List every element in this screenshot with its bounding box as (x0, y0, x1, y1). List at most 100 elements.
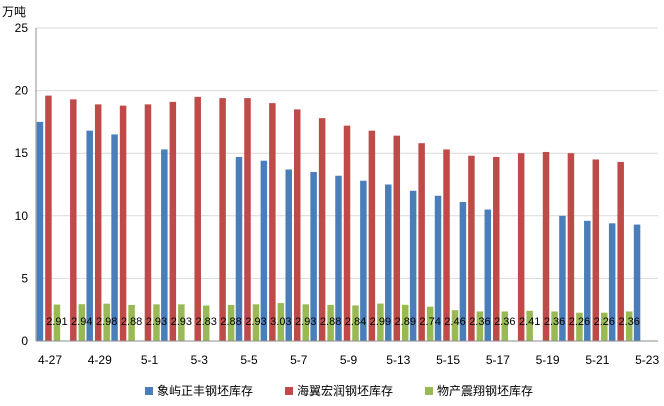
bar (484, 209, 492, 341)
data-label: 2.41 (519, 316, 540, 328)
bar (78, 304, 86, 341)
y-tick-label: 5 (21, 271, 28, 285)
bar (70, 99, 77, 341)
bar (202, 305, 210, 341)
data-label: 2.99 (370, 316, 391, 328)
bar (459, 202, 467, 341)
bar (94, 104, 102, 342)
legend-label: 象屿正丰钢坯库存 (157, 383, 253, 398)
bar (493, 156, 500, 341)
data-label: 2.83 (196, 316, 217, 328)
data-label: 3.03 (270, 316, 291, 328)
data-label: 2.93 (295, 316, 316, 328)
bar (302, 304, 309, 341)
legend-swatch (425, 387, 433, 395)
bar (153, 304, 160, 341)
bar (285, 169, 292, 341)
legend-swatch (145, 387, 153, 395)
bar (409, 190, 417, 341)
data-label: 2.36 (618, 316, 639, 328)
bar (601, 312, 608, 341)
bar (178, 304, 185, 341)
y-tick-label: 25 (15, 21, 29, 35)
bar (277, 303, 285, 341)
bar (343, 125, 351, 341)
bar (526, 310, 533, 341)
data-label: 2.26 (594, 316, 615, 328)
bar (517, 153, 525, 341)
bar (633, 224, 641, 341)
bar (144, 104, 152, 342)
bar-series (36, 95, 641, 342)
data-label: 2.89 (395, 316, 416, 328)
axes: 0 5 10 15 20 25 4-27 4-29 5-1 5-3 5-5 5-7 5-9 5-13 5-1… (15, 21, 660, 367)
bar (501, 311, 509, 341)
bar (617, 161, 624, 341)
bar (86, 130, 93, 341)
x-tick-label: 5-9 (340, 353, 358, 367)
y-axis-title: 万吨 (2, 5, 26, 19)
bar (476, 311, 484, 341)
bar (443, 149, 450, 341)
data-label: 2.74 (419, 316, 440, 328)
bar (128, 304, 135, 341)
bar (318, 118, 326, 341)
bar (111, 134, 118, 341)
bar (402, 304, 409, 341)
bar (103, 303, 110, 341)
bar (592, 159, 600, 341)
bar (451, 310, 459, 341)
data-label: 2.36 (469, 316, 490, 328)
data-label: 2.93 (146, 316, 167, 328)
x-tick-label: 5-3 (191, 353, 209, 367)
y-tick-label: 0 (21, 334, 28, 348)
bar (310, 171, 317, 341)
bar (559, 215, 566, 341)
x-tick-label: 5-1 (141, 353, 159, 367)
y-tick-label: 20 (15, 84, 29, 98)
bar (327, 304, 334, 341)
legend-label: 海翼宏润钢坯库存 (297, 383, 393, 398)
bar (169, 101, 177, 342)
bar (542, 151, 550, 341)
bar (45, 95, 52, 341)
bar (36, 121, 44, 342)
bar (269, 103, 276, 342)
bar (584, 220, 591, 341)
x-tick-label: 4-27 (38, 353, 62, 367)
data-label: 2.46 (444, 316, 465, 328)
x-tick-label: 4-29 (88, 353, 112, 367)
bar (194, 96, 201, 341)
data-label: 2.36 (494, 316, 515, 328)
data-label: 2.88 (220, 316, 241, 328)
bar (377, 303, 384, 341)
bar (426, 306, 434, 341)
y-tick-label: 10 (15, 209, 29, 223)
bar (567, 153, 575, 341)
bar (360, 180, 367, 341)
x-tick-label: 5-21 (585, 353, 609, 367)
data-label: 2.36 (544, 316, 565, 328)
bar (468, 155, 475, 341)
x-tick-label: 5-7 (290, 353, 308, 367)
data-label: 2.26 (569, 316, 590, 328)
data-label: 2.88 (320, 316, 341, 328)
x-tick-label: 5-23 (635, 353, 659, 367)
bar (219, 98, 226, 341)
bar (335, 175, 342, 341)
data-label: 2.88 (121, 316, 142, 328)
bar (551, 311, 558, 341)
bar (393, 135, 401, 341)
data-label: 2.93 (245, 316, 266, 328)
bar (608, 223, 616, 341)
y-tick-label: 15 (15, 146, 29, 160)
x-tick-label: 5-19 (536, 353, 560, 367)
data-label: 2.91 (46, 316, 67, 328)
bar (625, 311, 633, 341)
x-tick-label: 5-15 (436, 353, 460, 367)
bar (576, 312, 583, 341)
data-label: 2.93 (171, 316, 192, 328)
data-label: 2.98 (96, 316, 117, 328)
data-label: 2.84 (345, 316, 366, 328)
